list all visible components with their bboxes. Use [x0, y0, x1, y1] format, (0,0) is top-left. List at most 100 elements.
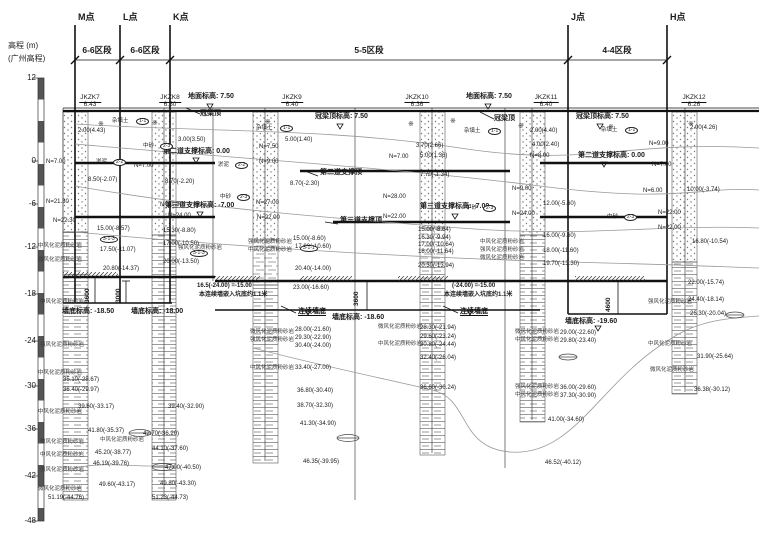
depth-elevation-label: 2.00(4.26)	[690, 125, 718, 131]
depth-elevation-label: 35.10(-28.67)	[63, 377, 100, 383]
stratum-name-label: 强风化泥质粉砂岩	[178, 245, 223, 251]
depth-elevation-label: 22.00(-15.74)	[688, 280, 725, 286]
reference-mark: ※	[608, 124, 614, 131]
soil-code-oval: 2-2	[113, 159, 127, 166]
elevation-callout: 冠梁顶标高: 7.50	[315, 113, 368, 120]
depth-elevation-label: 20.30(-13.94)	[418, 263, 455, 269]
soil-code-oval: 3-1-3	[100, 236, 118, 243]
depth-elevation-label: 44.10(-37.60)	[152, 446, 189, 452]
borehole-ground-elevation: 6.40	[285, 101, 299, 108]
spt-n-value: N=21.30	[46, 199, 69, 205]
reference-mark: ※	[98, 121, 104, 128]
stratum-name-label: 中风化泥质粉砂岩	[40, 452, 85, 458]
reference-mark: ※	[265, 119, 271, 126]
spt-n-value: N=8.00	[530, 153, 550, 159]
soil-name-label: 中砂	[220, 194, 232, 200]
depth-elevation-label: 16.80(-10.54)	[692, 239, 729, 245]
stratum-name-label: 中风化泥质粉砂岩	[515, 392, 560, 398]
depth-elevation-label: 16.30(-9.94)	[418, 235, 451, 241]
reference-mark: ※	[408, 121, 414, 128]
depth-elevation-label: 36.80(-30.40)	[297, 388, 334, 394]
depth-elevation-label: 8.70(-2.20)	[165, 179, 195, 185]
spt-n-value: N=7.00	[46, 159, 66, 165]
depth-elevation-label: 19.70(-13.30)	[543, 261, 580, 267]
axis-tick-label: -6	[28, 199, 36, 208]
dimension-value: 4600	[605, 297, 612, 312]
soil-name-label: 杂填土	[256, 125, 273, 131]
section-dimension-line	[70, 55, 672, 65]
elevation-callout: 第三道支撑顶	[340, 217, 382, 224]
stratum-name-label: 强风化泥质粉砂岩	[40, 467, 85, 473]
borehole-ground-elevation: 6.26	[687, 101, 701, 108]
depth-elevation-label: 7.70(-1.34)	[420, 172, 450, 178]
callout-leader-lines	[185, 107, 495, 314]
spt-n-value: N=7.00	[652, 162, 672, 168]
section-span-label: 6-6区段	[82, 45, 112, 55]
depth-elevation-label: 16.00(-9.60)	[543, 233, 576, 239]
depth-elevation-label: 29.60(-23.24)	[420, 334, 457, 340]
depth-elevation-label: 18.00(-11.60)	[543, 248, 579, 254]
lens-symbols	[128, 311, 745, 471]
point-label: L点	[123, 12, 138, 22]
stratum-boundary-curves	[74, 123, 760, 469]
stratum-name-label: 强风化泥质粉砂岩	[250, 337, 295, 343]
spt-n-value: N=24.00	[168, 213, 191, 219]
depth-elevation-label: 49.80(-43.30)	[160, 481, 197, 487]
axis-title-line1: 高程 (m)	[8, 41, 39, 50]
stratum-name-label: 中风化泥质粉砂岩	[248, 247, 293, 253]
depth-elevation-label: 24.40(-18.14)	[688, 297, 725, 303]
stratum-name-label: 微风化泥质粉砂岩	[38, 257, 83, 263]
axis-tick-label: -12	[24, 242, 36, 251]
depth-elevation-label: 49.60(-43.17)	[99, 482, 136, 488]
note-text: 本连续墙嵌入坑底约1.1米	[444, 292, 513, 298]
depth-elevation-label: 3.00(3.50)	[178, 137, 206, 143]
stratum-name-label: 微风化泥质粉砂岩	[650, 367, 695, 373]
stratum-name-label: 中风化泥质粉砂岩	[38, 370, 83, 376]
stratum-name-label: 微风化泥质粉砂岩	[378, 324, 423, 330]
depth-elevation-label: 41.00(-34.60)	[548, 417, 585, 423]
axis-tick-label: -18	[24, 289, 36, 298]
soil-name-label: 中砂	[466, 205, 478, 211]
depth-elevation-label: 46.52(-40.12)	[545, 460, 582, 466]
stratum-name-label: 微风化泥质粉砂岩	[40, 439, 85, 445]
depth-elevation-label: 31.90(-25.64)	[697, 354, 734, 360]
spt-n-value: N=28.00	[383, 194, 406, 200]
soil-code-oval: 1-1	[136, 118, 150, 125]
spt-n-value: N=7.50	[259, 144, 279, 150]
elevation-callout: 冠梁顶标高: 7.50	[576, 113, 629, 120]
depth-elevation-label: 42.70(-36.20)	[143, 431, 180, 437]
elevation-callout: 第三道支撑标高: -7.00	[420, 203, 490, 210]
soil-code-oval: 2-3	[237, 194, 251, 201]
dimension-value: 3000	[115, 288, 122, 303]
borehole-id: JKZK9	[281, 94, 303, 103]
depth-elevation-label: 46.19(-39.76)	[93, 461, 130, 467]
spt-n-value: N=22.30	[53, 218, 76, 224]
depth-elevation-label: 4.00(2.40)	[532, 142, 560, 148]
point-label: J点	[571, 12, 586, 22]
point-label: K点	[173, 12, 189, 22]
spt-n-value: N=7.00	[134, 163, 154, 169]
embedment-dimension-lines	[91, 276, 622, 315]
axis-title-line2: (广州高程)	[8, 53, 46, 63]
stratum-name-label: 微风化泥质粉砂岩	[38, 486, 83, 492]
elevation-callout: 第二道支撑标高: 0.00	[578, 152, 645, 159]
borehole-id: JKZK8	[159, 94, 181, 103]
depth-elevation-label: 10.00(-3.74)	[687, 187, 720, 193]
axis-tick-label: 0	[31, 156, 36, 165]
depth-elevation-label: 29.80(-23.40)	[560, 338, 597, 344]
depth-elevation-label: 36.60(-30.24)	[420, 385, 457, 391]
soil-code-oval: 1-1	[280, 125, 294, 132]
dimension-value: 3600	[84, 288, 91, 303]
depth-elevation-label: 30.80(-24.44)	[420, 342, 457, 348]
borehole-ground-elevation: 6.40	[539, 101, 553, 108]
axis-tick-label: -24	[24, 336, 36, 345]
depth-elevation-label: 26.30(-20.04)	[690, 311, 727, 317]
note-text: 16.5(-24.00) =-15.00	[197, 283, 252, 289]
soil-name-label: 淤泥	[96, 159, 108, 165]
stratum-name-label: 中风化泥质粉砂岩	[100, 437, 145, 443]
depth-elevation-label: 20.40(-14.00)	[295, 266, 332, 272]
reference-mark: ※	[152, 120, 158, 127]
stratum-name-label: 中风化泥质粉砂岩	[250, 365, 295, 371]
soil-code-oval: 2-2	[235, 162, 249, 169]
